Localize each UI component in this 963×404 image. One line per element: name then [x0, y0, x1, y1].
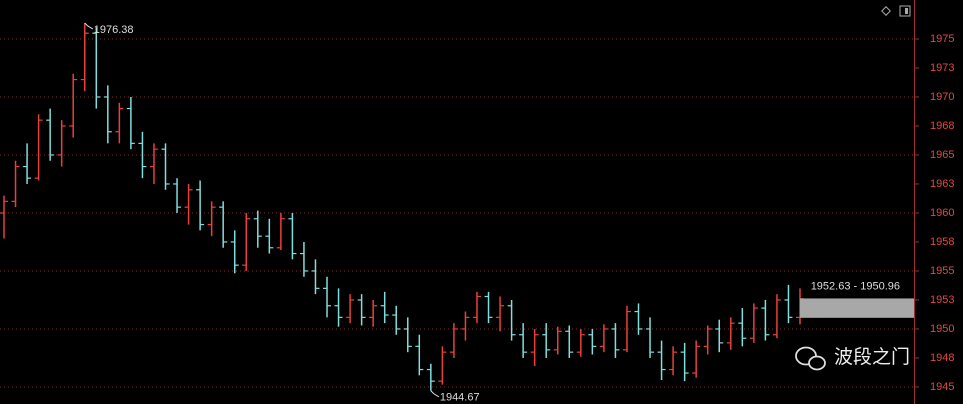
y-tick-label: 1963 [930, 178, 954, 190]
high-label: 1976.38 [94, 24, 134, 36]
y-tick-label: 1955 [930, 265, 954, 277]
range-box [800, 298, 914, 318]
y-tick-label: 1965 [930, 149, 954, 161]
panel-icon[interactable] [899, 5, 911, 17]
toolbar-icons [881, 5, 911, 17]
wechat-icon [808, 355, 826, 371]
y-tick-label: 1968 [930, 120, 954, 132]
y-tick-label: 1945 [930, 381, 954, 393]
y-tick-label: 1953 [930, 294, 954, 306]
low-pointer [430, 390, 440, 398]
y-tick-label: 1958 [930, 236, 954, 248]
y-tick-label: 1948 [930, 352, 954, 364]
panel-icon-fill [905, 8, 908, 14]
y-tick-label: 1975 [930, 33, 954, 45]
y-tick-label: 1973 [930, 62, 954, 74]
y-tick-label: 1960 [930, 207, 954, 219]
low-label: 1944.67 [440, 392, 480, 404]
y-tick-label: 1970 [930, 91, 954, 103]
watermark: 波段之门 [795, 346, 910, 371]
y-tick-label: 1950 [930, 323, 954, 335]
diamond-icon[interactable] [881, 6, 891, 16]
high-pointer [84, 22, 94, 30]
watermark-text: 波段之门 [834, 346, 910, 368]
range-label: 1952.63 - 1950.96 [811, 280, 900, 292]
